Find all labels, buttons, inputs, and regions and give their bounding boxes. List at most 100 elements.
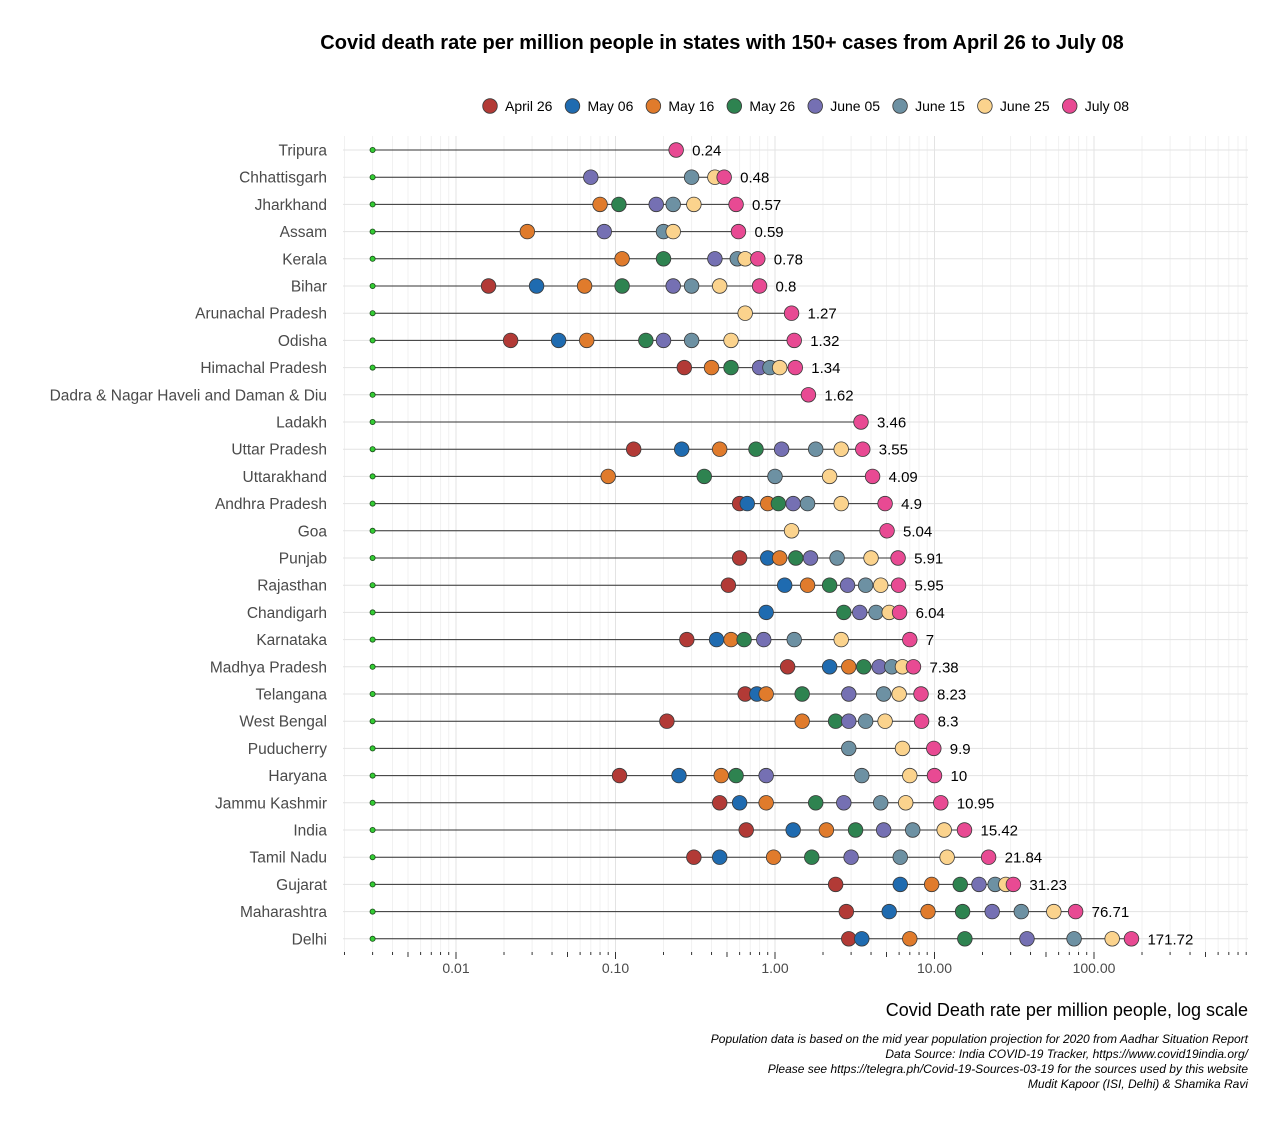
legend-item: May 06 bbox=[564, 98, 634, 114]
value-label: 1.27 bbox=[808, 306, 837, 323]
data-point bbox=[1067, 903, 1084, 920]
baseline-point bbox=[369, 609, 376, 616]
state-label: Gujarat bbox=[276, 877, 328, 894]
value-label: 9.9 bbox=[950, 741, 971, 758]
data-point bbox=[786, 332, 802, 349]
data-point bbox=[839, 577, 856, 593]
data-point bbox=[833, 495, 849, 512]
baseline-point bbox=[369, 799, 376, 806]
data-point bbox=[665, 196, 681, 213]
data-point bbox=[804, 849, 820, 865]
data-point bbox=[841, 931, 857, 947]
baseline-point bbox=[369, 745, 376, 752]
data-point bbox=[841, 713, 857, 729]
x-tick-label: 10.00 bbox=[917, 960, 952, 976]
x-tick-label: 1.00 bbox=[761, 960, 788, 976]
data-point bbox=[711, 795, 728, 811]
data-point bbox=[894, 740, 911, 757]
data-point bbox=[723, 332, 739, 349]
value-label: 171.72 bbox=[1147, 931, 1193, 948]
data-point bbox=[799, 495, 816, 512]
data-point bbox=[730, 223, 747, 240]
data-point bbox=[758, 795, 774, 811]
legend-marker bbox=[564, 98, 581, 114]
baseline-point bbox=[369, 881, 376, 888]
baseline-point bbox=[369, 500, 376, 507]
data-point bbox=[592, 196, 608, 213]
data-point bbox=[913, 686, 929, 702]
data-point bbox=[683, 169, 700, 185]
data-point bbox=[891, 686, 907, 702]
caption-line: Population data is based on the mid year… bbox=[711, 1032, 1249, 1046]
value-label: 7.38 bbox=[929, 659, 958, 676]
data-point bbox=[713, 767, 729, 784]
data-point bbox=[877, 495, 893, 512]
data-point bbox=[756, 631, 772, 648]
baseline-point bbox=[369, 282, 376, 289]
value-label: 0.78 bbox=[774, 251, 803, 268]
state-label: Maharashtra bbox=[240, 904, 327, 921]
data-point bbox=[857, 577, 874, 593]
state-label: Tripura bbox=[278, 143, 327, 160]
data-point bbox=[808, 441, 824, 457]
data-point bbox=[913, 713, 930, 729]
data-point bbox=[596, 223, 612, 240]
legend-label: May 16 bbox=[668, 98, 714, 114]
baseline-point bbox=[369, 337, 376, 344]
baseline-point bbox=[369, 228, 376, 235]
baseline-point bbox=[369, 473, 376, 480]
value-label: 0.8 bbox=[776, 279, 797, 296]
value-label: 10.95 bbox=[957, 795, 995, 812]
data-point bbox=[800, 387, 817, 403]
data-point bbox=[933, 795, 949, 811]
data-point bbox=[956, 822, 973, 838]
state-label: Punjab bbox=[279, 551, 327, 568]
data-point bbox=[879, 523, 895, 539]
data-point bbox=[600, 468, 616, 485]
data-point bbox=[773, 441, 790, 457]
data-point bbox=[854, 767, 870, 784]
data-point bbox=[748, 441, 764, 457]
value-label: 8.23 bbox=[937, 687, 966, 704]
chart-title: Covid death rate per million people in s… bbox=[320, 32, 1123, 54]
data-point bbox=[892, 876, 908, 893]
legend-label: April 26 bbox=[505, 98, 553, 114]
baseline-point bbox=[369, 255, 376, 262]
x-tick-label: 100.00 bbox=[1073, 960, 1116, 976]
state-label: Chandigarh bbox=[247, 605, 327, 622]
captions: Population data is based on the mid year… bbox=[711, 1032, 1250, 1091]
value-label: 5.95 bbox=[915, 578, 944, 595]
data-point bbox=[881, 903, 897, 920]
data-point bbox=[655, 251, 672, 267]
data-point bbox=[833, 631, 849, 648]
data-point bbox=[873, 795, 889, 811]
data-point bbox=[758, 604, 774, 621]
data-point bbox=[794, 686, 810, 702]
state-label: Telangana bbox=[255, 687, 327, 704]
data-point bbox=[920, 903, 936, 920]
value-label: 21.84 bbox=[1005, 850, 1043, 867]
state-label: Karnataka bbox=[256, 632, 327, 649]
data-point bbox=[875, 822, 892, 838]
x-tick-label: 0.10 bbox=[602, 960, 629, 976]
state-label: Bihar bbox=[291, 279, 327, 296]
value-label: 15.42 bbox=[980, 823, 1018, 840]
value-label: 4.9 bbox=[901, 496, 922, 513]
data-point bbox=[1005, 876, 1022, 893]
data-point bbox=[751, 278, 768, 294]
state-label: Odisha bbox=[278, 333, 327, 350]
data-point bbox=[711, 278, 728, 294]
x-axis-label: Covid Death rate per million people, log… bbox=[886, 1000, 1248, 1020]
data-point bbox=[659, 713, 675, 729]
data-point bbox=[707, 251, 723, 267]
data-point bbox=[841, 740, 857, 757]
value-label: 6.04 bbox=[916, 605, 945, 622]
legend-item: June 05 bbox=[807, 98, 880, 114]
data-point bbox=[528, 278, 545, 294]
data-point bbox=[1019, 931, 1035, 947]
data-point bbox=[864, 468, 881, 485]
legend-label: May 06 bbox=[587, 98, 633, 114]
data-point bbox=[648, 196, 664, 213]
data-point bbox=[1046, 903, 1062, 920]
state-label: West Bengal bbox=[239, 714, 327, 731]
